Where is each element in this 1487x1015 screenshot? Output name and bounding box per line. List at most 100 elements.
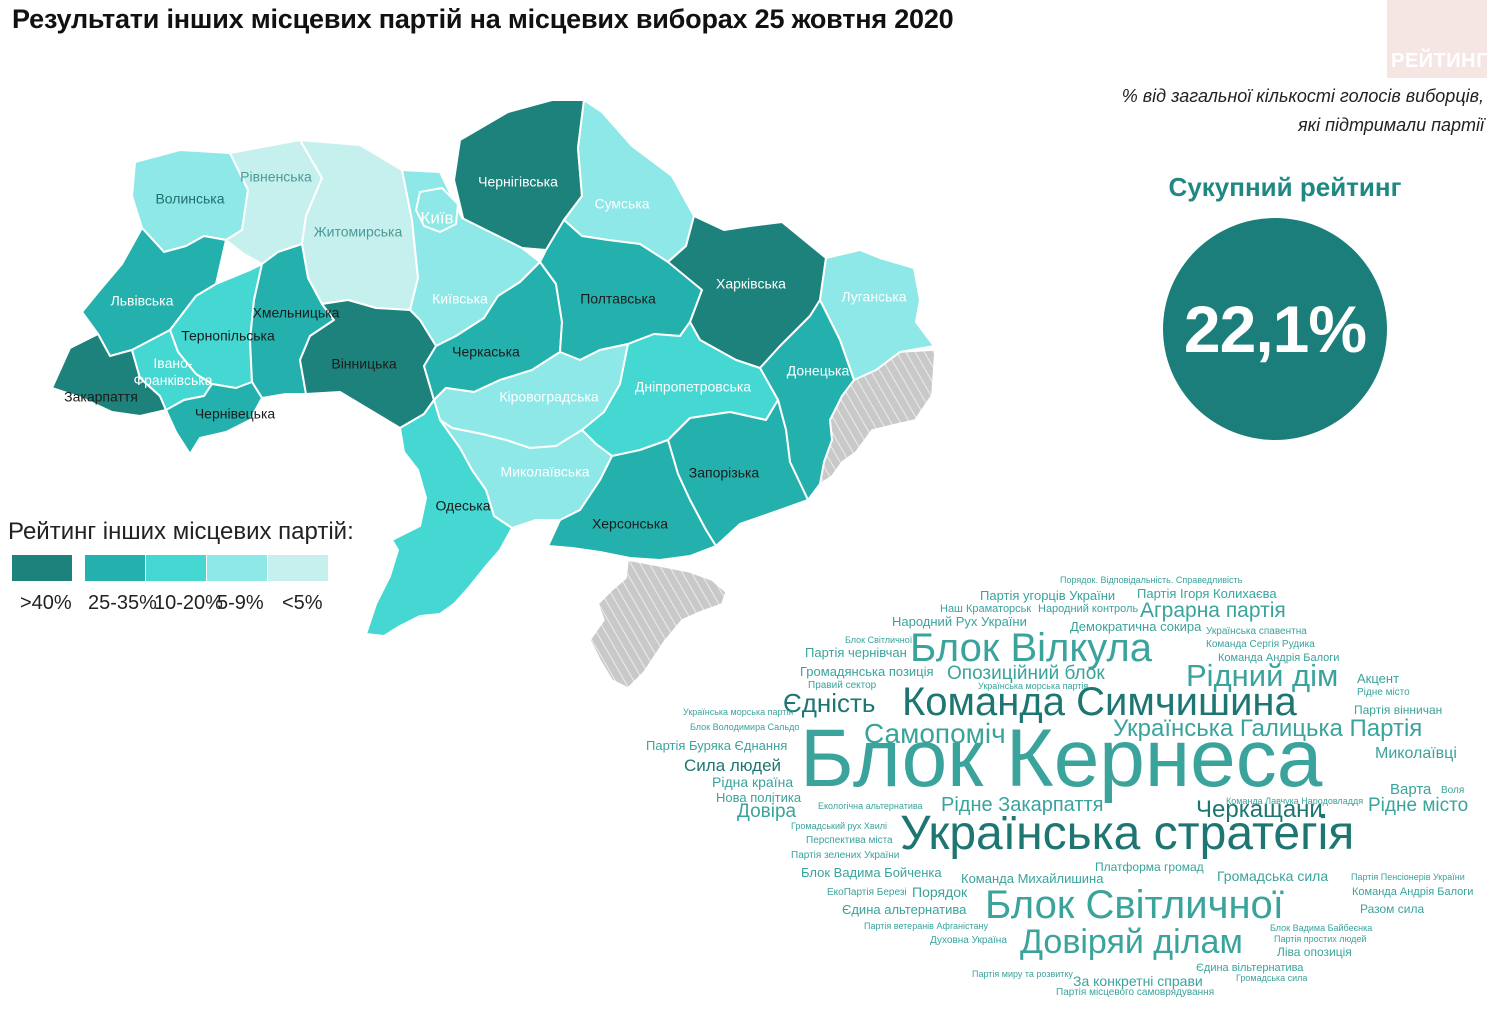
word-cloud-item: Партія зелених України — [791, 850, 900, 861]
word-cloud-item: Народний контроль — [1038, 603, 1139, 615]
region-label-poltavska: Полтавська — [580, 291, 656, 307]
page-title: Результати інших місцевих партій на місц… — [12, 4, 954, 34]
word-cloud-item: Партія Буряка Єднання — [646, 738, 788, 753]
region-kyiv — [415, 187, 459, 233]
total-rating-circle: 22,1% — [1163, 218, 1387, 440]
region-label-cherkaska: Черкаська — [452, 344, 520, 360]
legend-label-10-20: 10-20% — [154, 592, 223, 614]
word-cloud-item: Команда Андрія Балоги — [1218, 652, 1340, 664]
word-cloud-item: Партія місцевого самоврядування — [1056, 987, 1215, 998]
word-cloud-item: Команда Сергія Рудика — [1206, 639, 1315, 650]
word-cloud-item: Українська морська партія — [978, 681, 1089, 691]
region-khersonska — [547, 439, 717, 561]
word-cloud-item: Духовна Україна — [930, 935, 1007, 946]
region-label-luhanska: Луганська — [841, 289, 906, 305]
word-cloud-item: Єдина вільтернатива — [1196, 962, 1304, 974]
region-label-zakarpattia: Закарпаття — [64, 389, 138, 405]
subtitle-line-2: які підтримали партії — [1297, 115, 1484, 135]
region-label-zhytomyrska: Житомирська — [314, 224, 403, 240]
word-cloud-item: Партія Ігоря Колихаєва — [1137, 586, 1277, 601]
region-odeska — [365, 399, 513, 637]
region-label-rivnenska: Рівненська — [240, 169, 312, 185]
region-label-mykolaivska: Миколаївська — [501, 464, 590, 480]
word-cloud-item: Партія простих людей — [1274, 934, 1367, 944]
legend-label-5-9: 5-9% — [217, 592, 264, 614]
word-cloud-item: Українська морська партія — [683, 707, 794, 717]
total-rating-value: 22,1% — [1183, 292, 1367, 366]
region-label-khmelnytska: Хмельницька — [253, 305, 340, 321]
legend-label-under5: <5% — [282, 592, 323, 614]
word-cloud-item: Довіра — [737, 801, 797, 822]
region-label-ternopilska: Тернопільська — [181, 328, 275, 344]
word-cloud-item: Рідний дім — [1186, 658, 1339, 693]
word-cloud-item: Партія ветеранів Афганістану — [864, 921, 989, 931]
word-cloud-item: ЕкоПартія Березі — [827, 887, 907, 898]
region-label-vinnytska: Вінницька — [331, 356, 396, 372]
legend-swatch-25-35 — [85, 555, 145, 581]
ukraine-map: Волинська Рівненська Житомирська Чернігі… — [51, 99, 936, 689]
word-cloud-item: Черкащани — [1196, 796, 1323, 823]
word-cloud-item: Рідне місто — [1368, 795, 1469, 816]
word-cloud-item: Воля — [1441, 785, 1465, 796]
region-label-dnipropetrovska: Дніпропетровська — [635, 379, 751, 395]
region-chernivetska — [165, 381, 263, 455]
region-label-donetska: Донецька — [787, 363, 850, 379]
word-cloud-item: Рідна країна — [712, 774, 794, 790]
word-cloud-item: Партія угорців України — [980, 588, 1116, 603]
legend-swatch-under5 — [268, 555, 328, 581]
region-label-kyivska: Київська — [432, 291, 488, 307]
word-cloud-item: Екологічна альтернатива — [818, 801, 923, 811]
word-cloud-item: Партія Пенсіонерів України — [1351, 872, 1465, 882]
word-cloud-item: Рідне місто — [1357, 687, 1410, 698]
region-label-lvivska: Львівська — [111, 293, 174, 309]
word-cloud-item: Перспектива міста — [806, 835, 893, 846]
word-cloud-item: Разом сила — [1360, 902, 1425, 916]
region-label-sumska: Сумська — [594, 196, 649, 212]
legend-label-over40: >40% — [20, 592, 72, 614]
word-cloud-item: Блок Світличної — [985, 883, 1284, 927]
occupied-crimea — [589, 559, 727, 689]
region-label-chernihivska: Чернігівська — [478, 174, 558, 190]
logo-text: РЕЙТИНГ — [1391, 50, 1487, 72]
word-cloud-item: Миколаївці — [1375, 745, 1457, 762]
word-cloud-item: Блок Вадима Бойченка — [801, 865, 942, 880]
legend-label-25-35: 25-35% — [88, 592, 157, 614]
word-cloud-item: Нова політика — [716, 790, 802, 805]
word-cloud-item: Демократична сокира — [1070, 619, 1202, 634]
region-label-chernivetska: Чернівецька — [195, 406, 276, 422]
word-cloud-item: Платформа громад — [1095, 860, 1204, 874]
word-cloud-item: Громадський рух Хвилі — [791, 821, 887, 831]
region-label-zaporizka: Запорізька — [689, 465, 760, 481]
word-cloud-item: Громадська сила — [1217, 868, 1329, 884]
word-cloud-item: Опозиційний блок — [947, 663, 1105, 684]
word-cloud-item: Українська спавентна — [1206, 626, 1307, 637]
word-cloud-item: Громадська сила — [1236, 973, 1308, 983]
word-cloud-item: Єдина альтернатива — [842, 902, 967, 917]
legend-title: Рейтинг інших місцевих партій: — [8, 518, 354, 545]
legend-swatch-5-9 — [207, 555, 267, 581]
word-cloud-item: Акцент — [1357, 671, 1400, 686]
word-cloud-item: Варта — [1390, 781, 1432, 798]
word-cloud-item: Самопоміч — [864, 718, 1006, 749]
word-cloud-item: Ліва опозиція — [1277, 945, 1352, 959]
word-cloud-item: Довіряй ділам — [1020, 923, 1243, 961]
word-cloud-item: Блок Володимира Сальдо — [690, 722, 800, 732]
word-cloud-item: Команда Андрія Балоги — [1352, 886, 1474, 898]
word-cloud-item: Аграрна партія — [1140, 599, 1286, 622]
region-label-kirovohradska: Кіровоградська — [499, 389, 598, 405]
legend-swatch-10-20 — [146, 555, 206, 581]
total-rating-title: Сукупний рейтинг — [1168, 172, 1402, 202]
word-cloud-item: Порядок — [912, 884, 968, 900]
word-cloud-item: Партія вінничан — [1354, 703, 1443, 717]
region-label-odeska: Одеська — [435, 498, 490, 514]
region-label-kyiv: Київ — [420, 208, 453, 227]
subtitle-line-1: % від загальної кількості голосів виборц… — [1121, 86, 1484, 106]
word-cloud-item: За конкретні справи — [1073, 973, 1203, 989]
region-label-volynska: Волинська — [155, 191, 224, 207]
word-cloud-item: Сила людей — [684, 756, 782, 775]
word-cloud-item: Блок Кернеса — [800, 713, 1323, 804]
word-cloud-item: Рідне Закарпаття — [941, 794, 1104, 816]
region-label-kharkivska: Харківська — [716, 276, 786, 292]
word-cloud-item: Блок Вадима Байбеєнка — [1270, 923, 1373, 933]
word-cloud-item: Порядок. Відповідальність. Справедливіст… — [1060, 575, 1243, 585]
